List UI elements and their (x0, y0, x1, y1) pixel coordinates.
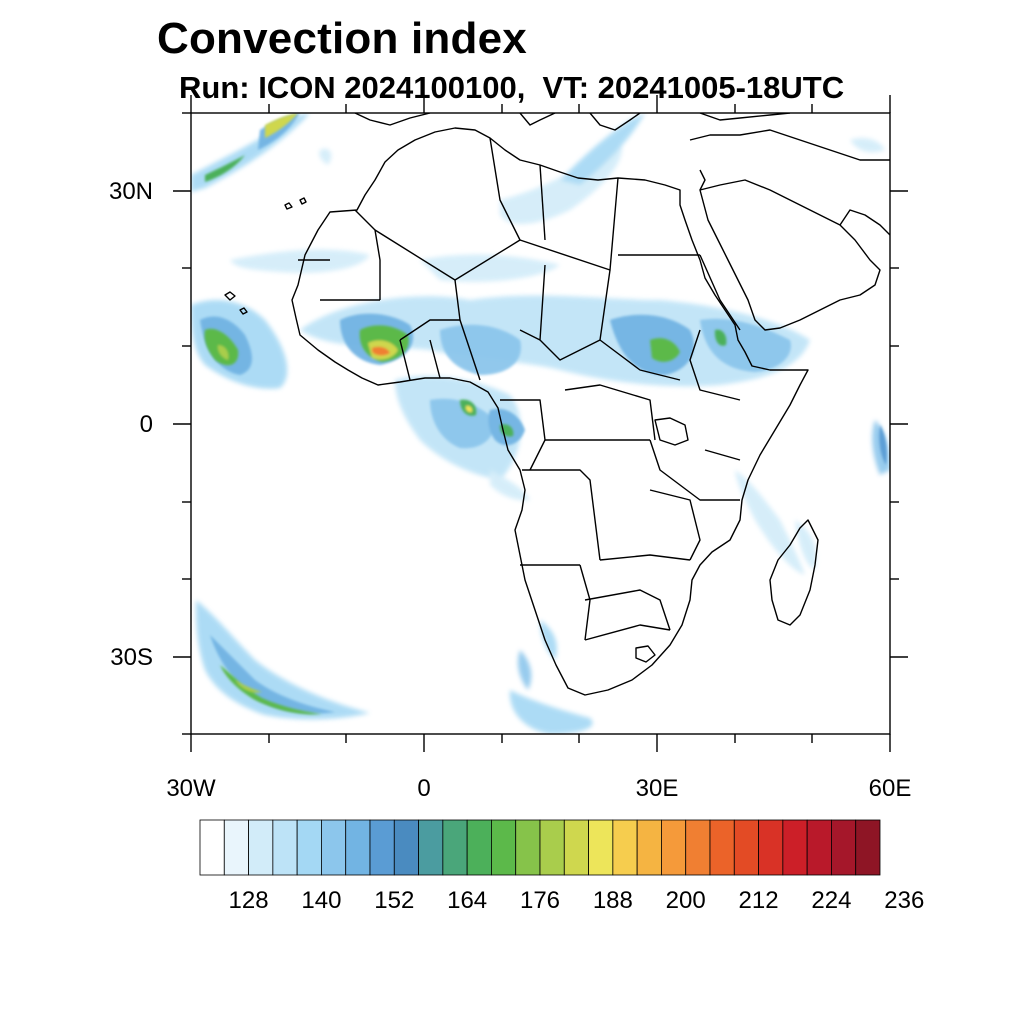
lon-label-30w: 30W (166, 775, 216, 802)
colorbar-tick-label: 212 (738, 887, 779, 914)
lon-label-30e: 30E (635, 775, 679, 802)
chart-title: Convection index (157, 14, 527, 63)
convection-field (191, 113, 890, 734)
lat-label-30n: 30N (108, 178, 153, 205)
lat-label-0: 0 (139, 411, 153, 438)
colorbar-tick-label: 224 (811, 887, 852, 914)
colorbar-tick-label: 200 (665, 887, 706, 914)
colorbar-tick-label: 128 (228, 887, 269, 914)
coastlines (224, 113, 890, 696)
lon-label-0: 0 (417, 775, 431, 802)
lon-label-60e: 60E (868, 775, 912, 802)
axis-ticks (173, 95, 908, 752)
colorbar-tick-label: 236 (884, 887, 925, 914)
colorbar-tick-label: 164 (447, 887, 488, 914)
colorbar-tick-label: 176 (519, 887, 561, 914)
colorbar-tick-label: 152 (374, 887, 415, 914)
colorbar-tick-label: 188 (592, 887, 633, 914)
colorbar-tick-label: 140 (301, 887, 342, 914)
lat-label-30s: 30S (110, 644, 153, 671)
chart-subtitle: Run: ICON 2024100100, VT: 20241005-18UTC (179, 70, 845, 105)
